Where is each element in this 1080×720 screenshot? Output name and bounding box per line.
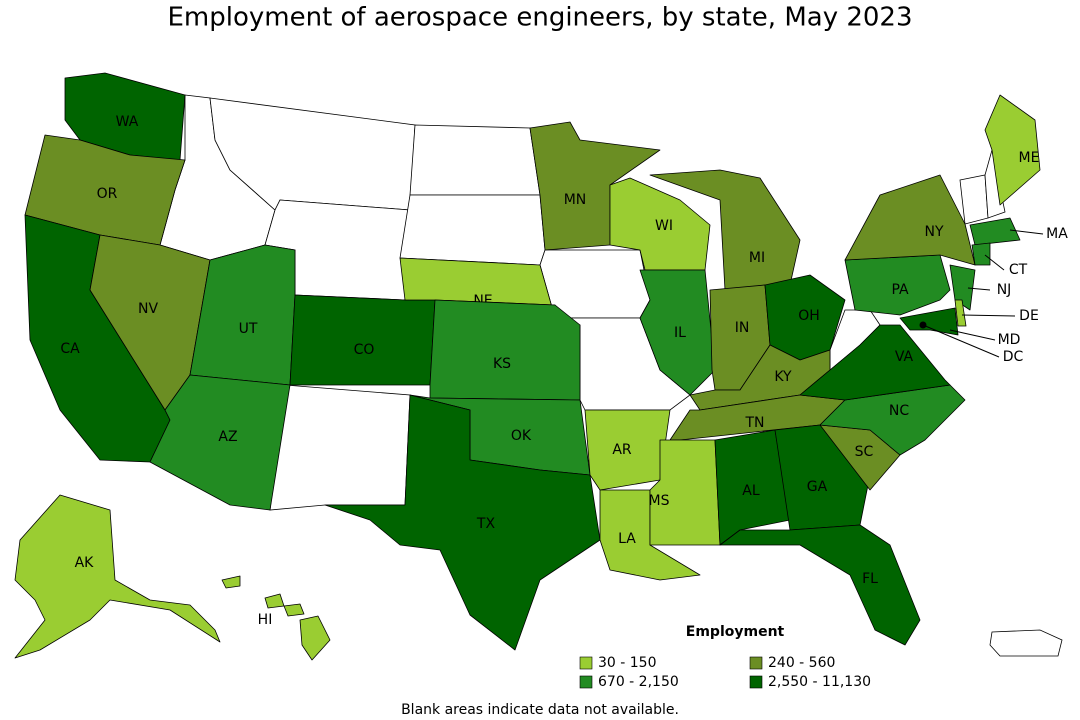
state-blank	[959, 174, 989, 225]
state-label: NC	[889, 403, 909, 419]
legend-label: 2,550 - 11,130	[768, 674, 871, 690]
leader-line	[961, 314, 1016, 317]
state-label: MN	[564, 192, 587, 208]
state	[799, 324, 951, 401]
state	[14, 494, 221, 659]
state	[719, 524, 921, 646]
state-label: AR	[612, 442, 632, 458]
state	[899, 307, 959, 336]
state-label: TN	[744, 415, 764, 431]
state-label: IN	[735, 320, 750, 336]
state-label: IL	[674, 325, 686, 341]
state-label: WI	[655, 218, 673, 234]
state-label: MA	[1046, 226, 1068, 242]
state	[971, 242, 991, 266]
state	[984, 94, 1041, 206]
state-label: NJ	[997, 282, 1012, 298]
state-label: DC	[1003, 349, 1024, 365]
state-label: CT	[1009, 262, 1028, 278]
state-label: AZ	[218, 429, 237, 445]
state-label: FL	[862, 571, 878, 587]
state-label: NV	[138, 301, 158, 317]
state-label: CA	[60, 341, 80, 357]
state-label: LA	[618, 531, 636, 547]
state	[969, 217, 1021, 246]
state-label: KS	[493, 356, 511, 372]
state-label: MI	[749, 250, 765, 266]
state	[954, 299, 967, 327]
puerto-rico	[989, 629, 1063, 657]
state-label: CO	[354, 342, 375, 358]
legend-label: 240 - 560	[768, 655, 835, 671]
state-label: DE	[1019, 308, 1039, 324]
state-label: PA	[891, 282, 909, 298]
state	[324, 394, 601, 651]
legend-swatch	[749, 656, 763, 670]
state-blank	[409, 124, 541, 196]
legend-swatch	[579, 675, 593, 689]
state-label: OH	[798, 308, 820, 324]
state-label: GA	[807, 479, 828, 495]
state	[639, 269, 716, 396]
legend-title: Employment	[686, 624, 785, 640]
state	[649, 439, 721, 546]
state-label: AK	[75, 555, 95, 571]
leader-line	[922, 324, 1000, 358]
state	[221, 575, 241, 589]
legend-label: 30 - 150	[598, 655, 657, 671]
map-title: Employment of aerospace engineers, by st…	[167, 3, 912, 33]
state	[283, 603, 305, 617]
state-label: AL	[742, 483, 760, 499]
state-label: KY	[774, 369, 792, 385]
legend-swatch	[749, 675, 763, 689]
leader-line	[1009, 229, 1044, 235]
state-label: WA	[116, 114, 139, 130]
state	[289, 294, 436, 386]
state-blank	[269, 384, 411, 511]
state-label: ME	[1019, 150, 1040, 166]
state	[714, 429, 791, 546]
state-label: HI	[258, 612, 273, 628]
state-label: MD	[998, 332, 1021, 348]
state	[264, 593, 285, 609]
state-label: OR	[97, 186, 118, 202]
state	[429, 299, 581, 401]
state-label: VA	[895, 349, 914, 365]
state-label: TX	[476, 516, 496, 532]
note: Blank areas indicate data not available.	[401, 702, 679, 718]
state	[609, 177, 711, 271]
state-blank	[399, 194, 546, 266]
state	[584, 409, 671, 491]
state	[949, 264, 976, 311]
state	[844, 174, 976, 266]
state-label: MS	[649, 493, 670, 509]
leader-line	[967, 287, 991, 291]
state-label: SC	[855, 444, 874, 460]
state-label: UT	[239, 321, 258, 337]
legend-label: 670 - 2,150	[598, 674, 679, 690]
state-label: OK	[511, 428, 532, 444]
leader-line	[949, 329, 996, 341]
legend-swatch	[579, 656, 593, 670]
state	[149, 374, 291, 511]
state-label: NY	[924, 224, 943, 240]
state	[299, 615, 331, 661]
leader-line	[984, 254, 1005, 271]
